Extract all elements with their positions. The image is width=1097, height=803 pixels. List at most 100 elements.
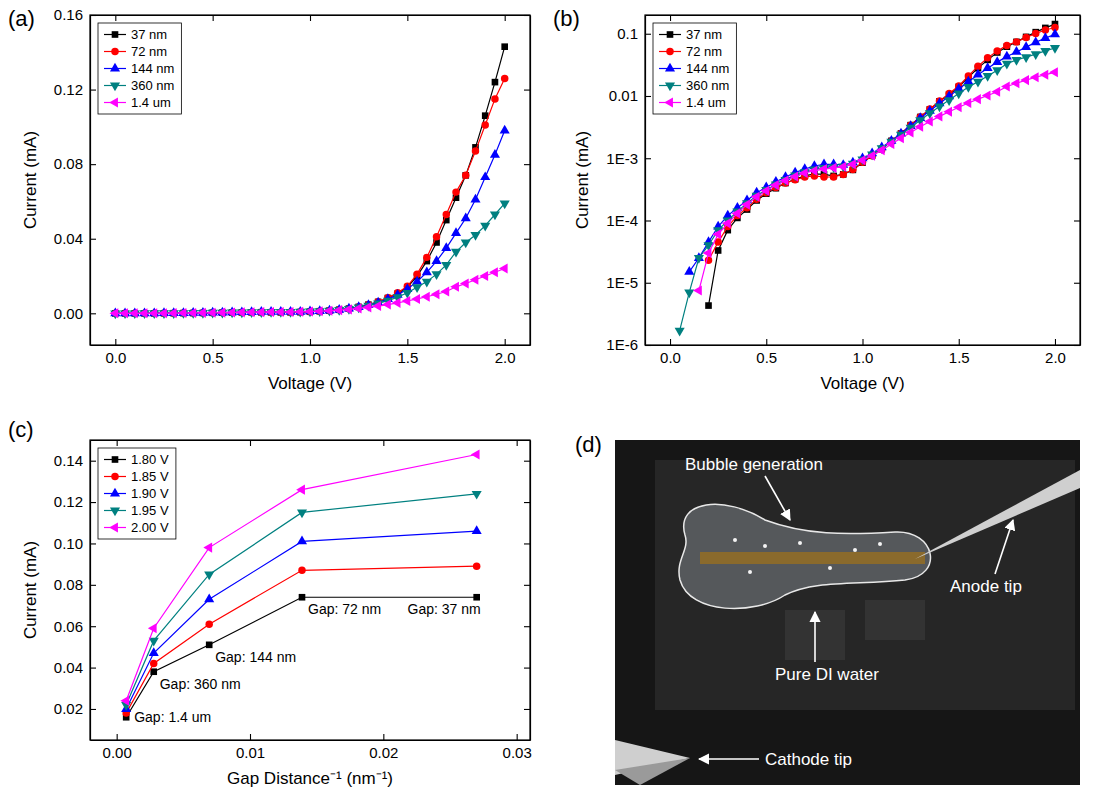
data-point bbox=[479, 271, 488, 281]
y-tick-mark bbox=[645, 34, 651, 35]
data-point bbox=[963, 98, 972, 108]
cathode-needle-shadow bbox=[615, 758, 690, 785]
x-axis-line bbox=[646, 345, 1081, 346]
data-point bbox=[412, 276, 422, 285]
data-point bbox=[423, 254, 430, 261]
y-tick-label: 0.1 bbox=[617, 25, 638, 42]
data-point bbox=[473, 562, 480, 569]
x-top-tick-mark bbox=[1055, 15, 1056, 21]
y-tick-label: 0.01 bbox=[609, 87, 638, 104]
data-point bbox=[693, 285, 702, 295]
y-right-tick bbox=[524, 709, 530, 710]
data-point bbox=[432, 271, 442, 280]
data-point bbox=[119, 308, 128, 318]
data-point bbox=[914, 122, 923, 132]
data-point bbox=[1040, 48, 1050, 57]
data-point bbox=[703, 248, 712, 258]
data-point bbox=[204, 572, 214, 581]
data-point bbox=[314, 306, 323, 316]
legend: 37 nm72 nm144 nm360 nm1.4 um bbox=[98, 23, 181, 114]
x-axis-title: Voltage (V) bbox=[268, 374, 352, 393]
data-point bbox=[847, 159, 856, 169]
data-point bbox=[471, 449, 480, 459]
x-top-tick bbox=[517, 440, 518, 446]
data-point bbox=[1002, 51, 1012, 60]
data-point bbox=[770, 180, 779, 190]
y-axis: 1E-61E-51E-41E-30.010.1 bbox=[606, 16, 651, 354]
y-tick-label: 1E-6 bbox=[606, 336, 638, 353]
label-arrow bbox=[814, 612, 816, 662]
x-top-tick-mark bbox=[766, 15, 767, 21]
chip-board bbox=[655, 460, 1075, 710]
x-top-tick bbox=[959, 15, 960, 21]
data-point bbox=[1003, 42, 1010, 49]
x-axis-title: Voltage (V) bbox=[820, 374, 904, 393]
x-tick: 2.0 bbox=[495, 339, 516, 366]
y-tick-label: 0.12 bbox=[54, 493, 83, 510]
y-right-tick-mark bbox=[524, 15, 530, 16]
label-arrow bbox=[995, 520, 1013, 574]
y-tick: 0.06 bbox=[54, 618, 96, 635]
x-tick: 0.01 bbox=[236, 734, 265, 761]
data-point bbox=[472, 147, 479, 154]
data-point bbox=[944, 97, 954, 106]
y-right-tick bbox=[1074, 34, 1080, 35]
annotation: Gap: 360 nm bbox=[160, 676, 241, 692]
y-tick-label: 0.06 bbox=[54, 618, 83, 635]
bubble bbox=[733, 538, 737, 542]
data-point bbox=[353, 303, 362, 313]
x-tick: 1.5 bbox=[949, 339, 970, 366]
x-tick-label: 1.0 bbox=[300, 349, 321, 366]
y-tick-mark bbox=[645, 96, 651, 97]
series bbox=[112, 43, 508, 316]
legend-label: 1.90 V bbox=[131, 486, 169, 501]
x-tick-mark bbox=[383, 734, 384, 740]
y-tick: 0.16 bbox=[54, 6, 96, 23]
data-point bbox=[820, 173, 827, 180]
x-tick-mark bbox=[213, 339, 214, 345]
data-point bbox=[943, 107, 952, 117]
x-tick-label: 0.0 bbox=[105, 349, 126, 366]
bubble bbox=[878, 542, 882, 546]
plot-frame bbox=[645, 15, 1080, 345]
y-right-tick-mark bbox=[524, 461, 530, 462]
data-point bbox=[953, 102, 962, 112]
data-point bbox=[204, 593, 214, 602]
series bbox=[121, 525, 482, 712]
y-right-tick-mark bbox=[1074, 158, 1080, 159]
data-point bbox=[451, 227, 461, 236]
data-point bbox=[499, 264, 508, 274]
y-right-tick bbox=[524, 90, 530, 91]
chip-pad bbox=[865, 600, 925, 640]
data-point bbox=[422, 279, 432, 288]
legend-label: 1.80 V bbox=[131, 452, 169, 467]
y-right-tick-mark bbox=[524, 502, 530, 503]
x-top-axis bbox=[91, 440, 531, 446]
x-tick: 0.5 bbox=[203, 339, 224, 366]
data-point bbox=[443, 211, 450, 218]
data-point bbox=[490, 212, 500, 221]
data-point bbox=[751, 192, 760, 202]
legend-label: 360 nm bbox=[686, 78, 729, 93]
data-point bbox=[1040, 32, 1050, 41]
data-point bbox=[895, 133, 904, 143]
y-tick-label: 0.08 bbox=[54, 576, 83, 593]
panel-letter: (b) bbox=[553, 6, 580, 31]
y-tick: 0.00 bbox=[54, 305, 96, 322]
x-tick-label: 2.0 bbox=[1045, 349, 1066, 366]
data-point bbox=[1049, 67, 1058, 77]
data-point bbox=[715, 247, 722, 254]
y-tick: 0.08 bbox=[54, 155, 96, 172]
data-point bbox=[411, 294, 420, 304]
data-point bbox=[333, 305, 342, 315]
series bbox=[110, 125, 509, 316]
data-point bbox=[206, 642, 213, 649]
y-tick-label: 0.12 bbox=[54, 81, 83, 98]
legend-label: 144 nm bbox=[686, 61, 729, 76]
x-tick-label: 2.0 bbox=[495, 349, 516, 366]
x-tick-label: 0.03 bbox=[503, 744, 532, 761]
water-droplet bbox=[679, 504, 930, 608]
data-point bbox=[472, 491, 482, 500]
legend-label: 72 nm bbox=[686, 44, 722, 59]
y-tick-mark bbox=[90, 502, 96, 503]
